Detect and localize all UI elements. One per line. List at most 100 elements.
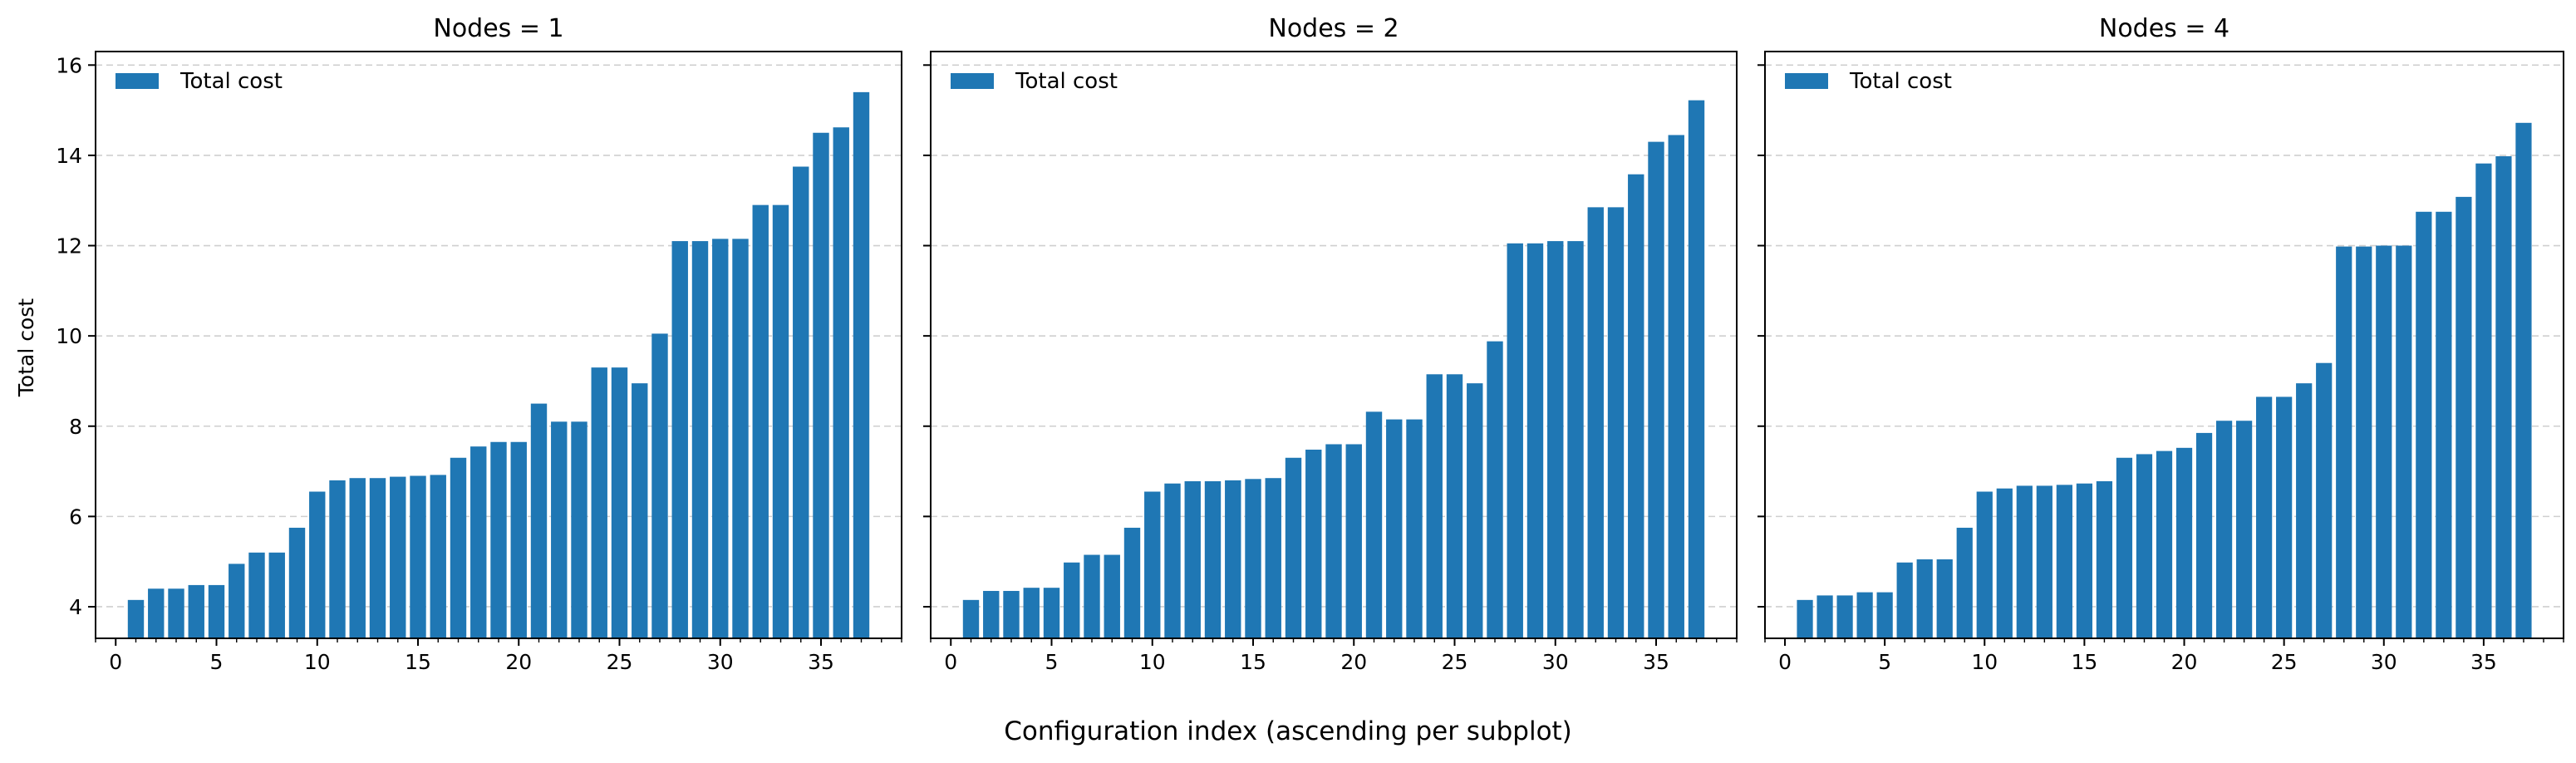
subplot-1: 0 5 10 15 20 25 30 35 4 6 8 10 12 14 16 Nodes = 1 Total …: [56, 14, 902, 674]
bar: [369, 478, 386, 638]
panel-title: Nodes = 2: [1268, 14, 1399, 43]
bar: [1836, 595, 1853, 638]
bar: [248, 552, 265, 638]
x-tick-label: 25: [607, 650, 633, 674]
bar: [1144, 491, 1161, 638]
bar: [1365, 411, 1383, 638]
bar: [1956, 527, 1973, 638]
bar: [1587, 207, 1604, 638]
bar: [1526, 243, 1544, 638]
bar: [2436, 211, 2452, 639]
bar: [510, 441, 527, 638]
bar: [1976, 491, 1993, 638]
x-tick-label: 10: [1139, 650, 1166, 674]
bar: [1245, 479, 1261, 638]
bar: [1876, 592, 1893, 638]
bar: [1386, 419, 1403, 638]
bar: [1668, 135, 1684, 638]
bar: [288, 527, 306, 638]
x-tick-label: 0: [1778, 650, 1792, 674]
y-tick-label: 12: [56, 234, 82, 258]
x-tick-label: 20: [2171, 650, 2198, 674]
bar: [127, 599, 145, 638]
x-tick-label: 0: [944, 650, 957, 674]
bar: [772, 204, 789, 639]
bar: [983, 590, 1000, 638]
bar: [1547, 241, 1564, 638]
legend-swatch: [951, 73, 994, 89]
bar: [390, 476, 406, 638]
bar: [2076, 483, 2093, 638]
x-tick-label: 10: [1971, 650, 1998, 674]
bar: [188, 584, 204, 638]
bar: [2356, 246, 2372, 638]
bar: [632, 383, 648, 638]
bar: [1446, 374, 1463, 638]
bar: [1916, 559, 1933, 638]
bar: [1856, 592, 1873, 638]
x-tick-label: 10: [304, 650, 331, 674]
panel-title: Nodes = 1: [433, 14, 563, 43]
bar: [268, 552, 285, 638]
bar: [2376, 245, 2392, 638]
bar: [1285, 457, 1302, 638]
bar: [1084, 554, 1100, 638]
bar: [1064, 562, 1080, 638]
bar: [1607, 207, 1625, 638]
bar: [1896, 562, 1913, 638]
bar: [410, 475, 426, 638]
bar: [1204, 481, 1222, 638]
bar: [591, 367, 607, 638]
x-tick-label: 30: [707, 650, 734, 674]
x-tick-label: 25: [1442, 650, 1468, 674]
bar: [651, 333, 668, 638]
x-axis-label: Configuration index (ascending per subpl…: [1004, 716, 1572, 746]
x-tick-label: 15: [1240, 650, 1266, 674]
legend-label: Total cost: [1015, 69, 1118, 94]
bar: [2016, 485, 2033, 638]
bar: [691, 241, 709, 638]
bar: [148, 588, 165, 638]
x-tick-label: 20: [505, 650, 532, 674]
bar: [732, 239, 749, 638]
bar: [2475, 163, 2492, 638]
bar: [1104, 554, 1120, 638]
bar: [229, 564, 245, 638]
bar: [1265, 478, 1281, 638]
bar: [611, 367, 628, 638]
y-tick-label: 14: [56, 144, 82, 168]
bar: [571, 421, 587, 638]
bar: [2036, 485, 2052, 638]
bar: [1023, 588, 1040, 638]
y-axis-label: Total cost: [14, 298, 38, 397]
bar: [1816, 595, 1833, 638]
bar: [2416, 211, 2432, 639]
bar: [2116, 457, 2133, 638]
bar: [2296, 383, 2313, 638]
bar: [530, 403, 548, 638]
bar: [2156, 450, 2173, 638]
bar: [2195, 432, 2213, 638]
subplots: 0 5 10 15 20 25 30 35 4 6 8 10 12 14 16 Nodes = 1 Total …: [56, 14, 2564, 674]
x-tick-label: 30: [2371, 650, 2397, 674]
bar: [450, 457, 467, 638]
bar: [2456, 196, 2472, 638]
bar: [671, 241, 688, 638]
panel-title: Nodes = 4: [2099, 14, 2229, 43]
bar: [2515, 122, 2532, 638]
bar: [752, 204, 769, 639]
bar: [962, 599, 980, 638]
bar: [1936, 559, 1953, 638]
bar: [1325, 444, 1342, 638]
bar: [2056, 485, 2072, 638]
bar: [1305, 449, 1322, 638]
bar: [712, 239, 729, 638]
bar: [349, 478, 366, 638]
x-tick-label: 35: [1643, 650, 1669, 674]
bar: [2336, 246, 2352, 638]
bar: [1406, 419, 1423, 638]
bar: [1487, 341, 1503, 638]
bar: [1345, 444, 1362, 638]
y-tick-label: 6: [69, 505, 82, 529]
